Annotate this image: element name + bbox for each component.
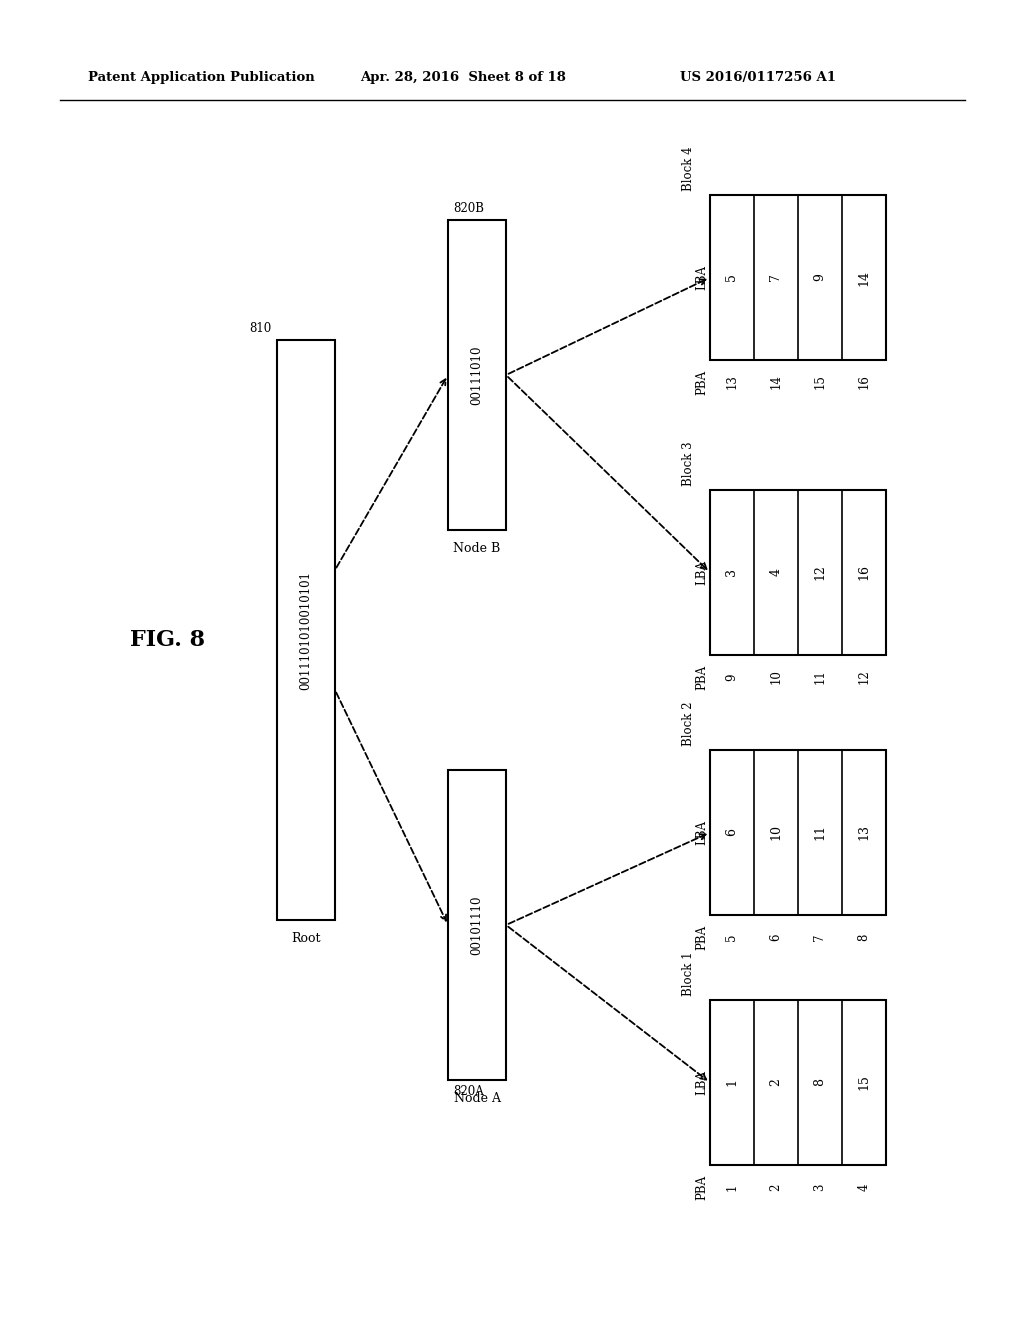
Text: 11: 11 <box>813 825 826 841</box>
Text: 00101110: 00101110 <box>470 895 483 954</box>
Bar <box>449 770 506 1080</box>
Text: 12: 12 <box>857 669 870 684</box>
Text: FIG. 8: FIG. 8 <box>130 630 206 651</box>
Text: 15: 15 <box>857 1074 870 1090</box>
Text: 820A: 820A <box>453 1085 483 1098</box>
Text: 3: 3 <box>813 1183 826 1191</box>
Bar <box>710 195 886 360</box>
Text: Node B: Node B <box>454 543 501 554</box>
Text: LBA: LBA <box>695 265 709 290</box>
Text: US 2016/0117256 A1: US 2016/0117256 A1 <box>680 71 836 84</box>
Text: 10: 10 <box>769 825 782 841</box>
Text: Root: Root <box>291 932 321 945</box>
Text: 14: 14 <box>857 269 870 285</box>
Text: 16: 16 <box>857 375 870 389</box>
Bar <box>710 1001 886 1166</box>
Text: 11: 11 <box>813 669 826 684</box>
Text: Patent Application Publication: Patent Application Publication <box>88 71 314 84</box>
Bar <box>710 490 886 655</box>
Text: 0011101010010101: 0011101010010101 <box>299 570 312 689</box>
Text: 4: 4 <box>769 569 782 577</box>
Text: 6: 6 <box>725 829 738 837</box>
Text: 13: 13 <box>725 375 738 389</box>
Text: 9: 9 <box>813 273 826 281</box>
Text: Block 2: Block 2 <box>682 701 694 746</box>
Text: 6: 6 <box>769 933 782 941</box>
Bar <box>449 220 506 531</box>
Text: 2: 2 <box>769 1183 782 1191</box>
Text: Apr. 28, 2016  Sheet 8 of 18: Apr. 28, 2016 Sheet 8 of 18 <box>360 71 566 84</box>
Text: 8: 8 <box>857 933 870 941</box>
Text: 1: 1 <box>725 1078 738 1086</box>
Text: 7: 7 <box>769 273 782 281</box>
Text: 5: 5 <box>725 273 738 281</box>
Text: 00111010: 00111010 <box>470 346 483 405</box>
Text: 1: 1 <box>725 1183 738 1191</box>
Text: 13: 13 <box>857 825 870 841</box>
Text: 15: 15 <box>813 375 826 389</box>
Text: PBA: PBA <box>695 370 709 395</box>
Text: PBA: PBA <box>695 664 709 689</box>
Text: 4: 4 <box>857 1183 870 1191</box>
Text: 2: 2 <box>769 1078 782 1086</box>
Text: Block 4: Block 4 <box>682 147 694 191</box>
Text: 7: 7 <box>813 933 826 941</box>
Text: Block 3: Block 3 <box>682 441 694 486</box>
Text: LBA: LBA <box>695 820 709 845</box>
Text: PBA: PBA <box>695 1175 709 1200</box>
Text: LBA: LBA <box>695 1071 709 1096</box>
Text: 820B: 820B <box>453 202 484 215</box>
Text: 14: 14 <box>769 375 782 389</box>
Text: 3: 3 <box>725 569 738 577</box>
Text: 5: 5 <box>725 933 738 941</box>
Text: LBA: LBA <box>695 560 709 585</box>
Text: 810: 810 <box>250 322 272 335</box>
Bar <box>278 341 335 920</box>
Text: 9: 9 <box>725 673 738 681</box>
Text: 12: 12 <box>813 565 826 581</box>
Text: Block 1: Block 1 <box>682 952 694 997</box>
Text: PBA: PBA <box>695 924 709 949</box>
Text: 8: 8 <box>813 1078 826 1086</box>
Text: 16: 16 <box>857 565 870 581</box>
Text: 10: 10 <box>769 669 782 685</box>
Bar <box>710 750 886 915</box>
Text: Node A: Node A <box>454 1092 501 1105</box>
